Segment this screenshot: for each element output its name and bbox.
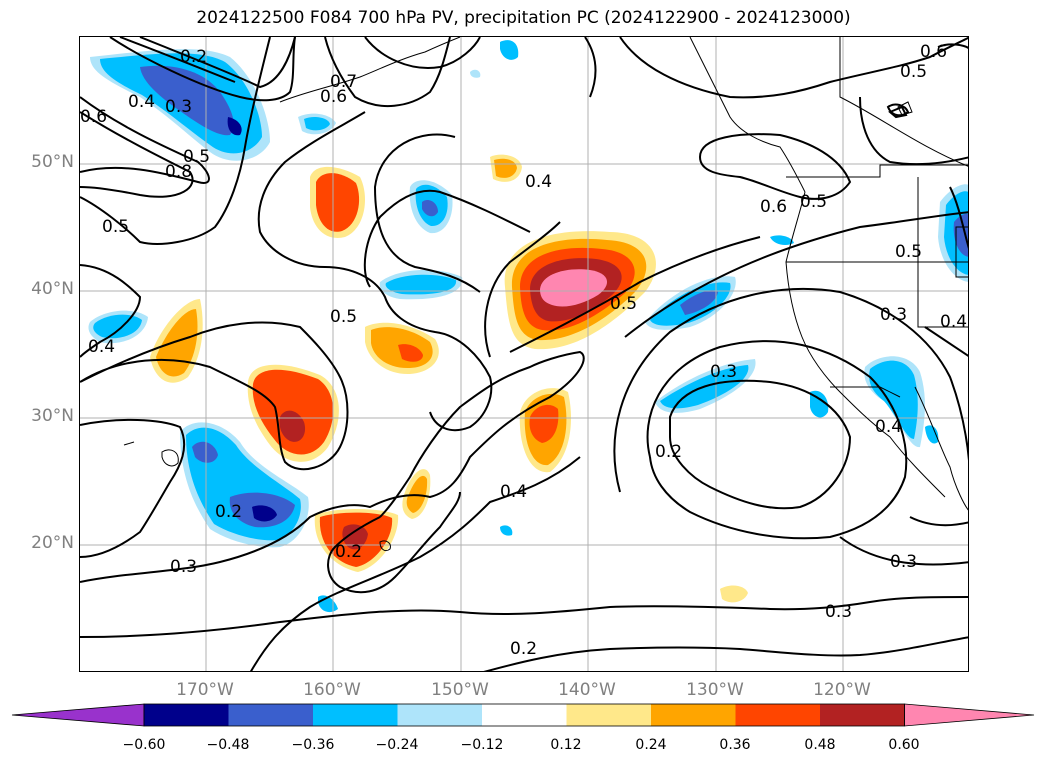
contour-label: 0.6 (80, 107, 107, 127)
cbar-tick: −0.60 (122, 737, 166, 753)
lat-label-30n: 30°N (31, 406, 74, 426)
lon-label-150w: 150°W (431, 680, 489, 700)
contour-label: 0.2 (335, 542, 362, 562)
lat-label-40n: 40°N (31, 279, 74, 299)
cbar-tick: −0.24 (375, 737, 419, 753)
contour-label: 0.4 (128, 92, 155, 112)
contour-label: 0.6 (760, 197, 787, 217)
contour-labels: 0.2 0.3 0.7 0.4 0.3 0.6 0.5 0.8 0.5 0.4 … (80, 42, 967, 659)
cbar-tick: 0.48 (804, 737, 836, 753)
contour-label: 0.4 (875, 417, 902, 437)
contour-label: 0.2 (180, 47, 207, 67)
colorbar-segment (144, 704, 229, 726)
colorbar-segment (820, 704, 905, 726)
lon-label-160w: 160°W (303, 680, 361, 700)
contour-label: 0.2 (215, 502, 242, 522)
colorbar-segment (651, 704, 736, 726)
contour-label: 0.2 (510, 639, 537, 659)
cbar-tick: −0.36 (291, 737, 335, 753)
colorbar-extend-min (11, 703, 145, 727)
contour-label: 0.6 (920, 42, 947, 62)
contour-label: 0.3 (710, 362, 737, 382)
contour-label: 0.3 (165, 97, 192, 117)
colorbar-segment (735, 704, 821, 726)
graticule (80, 37, 968, 671)
colorbar-segment (313, 704, 398, 726)
contour-label: 0.5 (330, 307, 357, 327)
lon-label-120w: 120°W (813, 680, 871, 700)
contour-label: 0.4 (500, 482, 527, 502)
map-svg: 0.2 0.3 0.7 0.4 0.3 0.6 0.5 0.8 0.5 0.4 … (80, 37, 968, 671)
contour-label: 0.5 (102, 217, 129, 237)
cbar-tick: 0.24 (635, 737, 667, 753)
colorbar-extend-max (904, 703, 1035, 727)
lat-label-20n: 20°N (31, 533, 74, 553)
cbar-tick: −0.12 (460, 737, 504, 753)
contour-label: 0.5 (183, 147, 210, 167)
colorbar-segment (397, 704, 483, 726)
lon-label-140w: 140°W (558, 680, 616, 700)
contour-label: 0.4 (525, 172, 552, 192)
contour-label: 0.3 (880, 305, 907, 325)
colorbar-outline (143, 703, 905, 727)
colorbar-segment (482, 704, 567, 726)
lon-label-130w: 130°W (686, 680, 744, 700)
contour-label: 0.4 (940, 312, 967, 332)
contour-label: 0.5 (895, 242, 922, 262)
cbar-tick: −0.48 (206, 737, 250, 753)
precip-shading (88, 40, 968, 613)
contour-label: 0.5 (800, 192, 827, 212)
contour-label: 0.8 (165, 162, 192, 182)
contour-label: 0.3 (890, 552, 917, 572)
contour-label: 0.5 (610, 294, 637, 314)
map-panel: 0.2 0.3 0.7 0.4 0.3 0.6 0.5 0.8 0.5 0.4 … (79, 36, 969, 672)
coastlines (123, 37, 968, 552)
cbar-tick: 0.60 (888, 737, 920, 753)
pv-contours (80, 37, 968, 671)
contour-label: 0.3 (825, 602, 852, 622)
contour-label: 0.6 (320, 87, 347, 107)
lon-label-170w: 170°W (176, 680, 234, 700)
contour-label: 0.2 (655, 442, 682, 462)
cbar-tick: 0.12 (550, 737, 582, 753)
contour-label: 0.3 (170, 557, 197, 577)
contour-label: 0.4 (88, 337, 115, 357)
contour-label: 0.7 (330, 72, 357, 92)
colorbar-segment (228, 704, 314, 726)
contour-label: 0.5 (900, 62, 927, 82)
lat-label-50n: 50°N (31, 152, 74, 172)
colorbar-segment (566, 704, 652, 726)
map-title: 2024122500 F084 700 hPa PV, precipitatio… (196, 8, 851, 28)
cbar-tick: 0.36 (719, 737, 751, 753)
colorbar (11, 703, 1035, 727)
